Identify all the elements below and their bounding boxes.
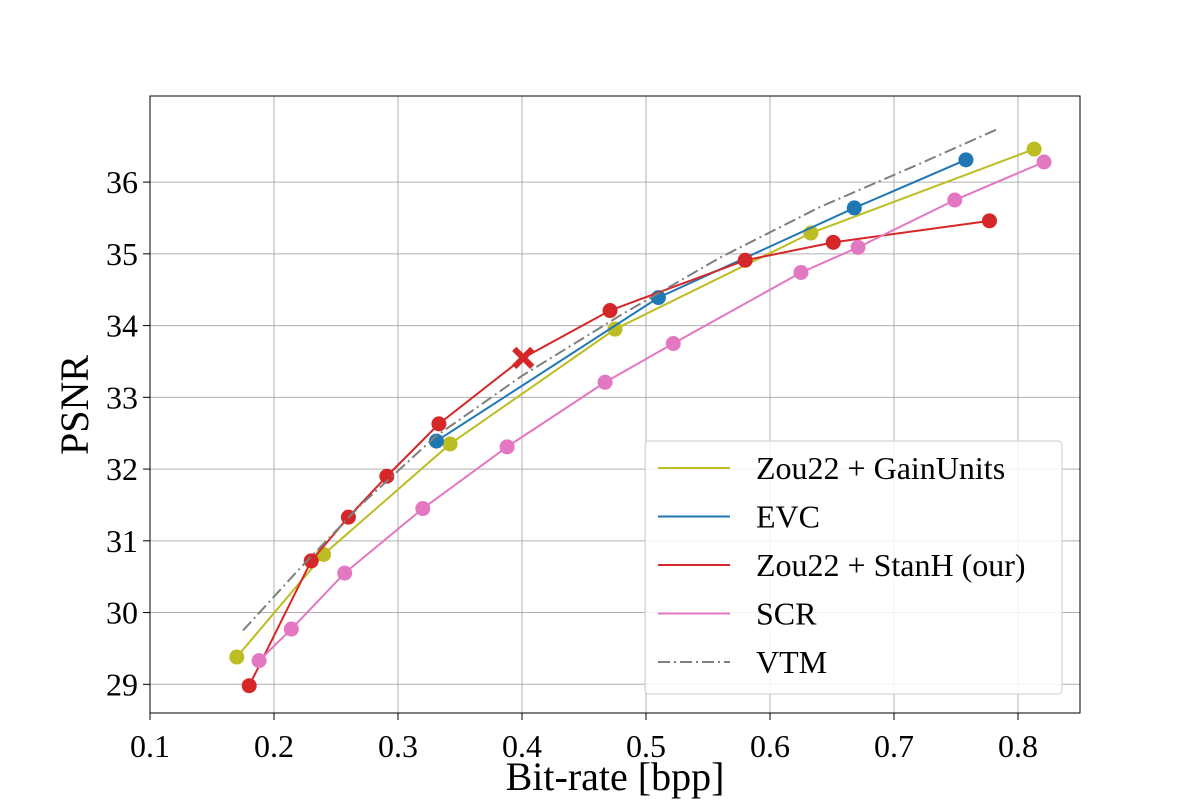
data-point xyxy=(229,649,245,665)
x-tick-label: 0.5 xyxy=(626,728,666,764)
data-point xyxy=(428,433,444,449)
y-tick-label: 34 xyxy=(106,308,138,344)
series-1 xyxy=(229,141,1042,665)
data-point xyxy=(607,321,623,337)
x-tick-label: 0.3 xyxy=(378,728,418,764)
data-point xyxy=(283,621,299,637)
data-point xyxy=(602,303,618,319)
series-3 xyxy=(241,213,997,694)
y-tick-label: 36 xyxy=(106,164,138,200)
data-point xyxy=(499,439,515,455)
plot-frame xyxy=(149,95,1081,714)
series-line xyxy=(242,127,1000,632)
y-tick-label: 33 xyxy=(106,379,138,415)
x-tick-label: 0.2 xyxy=(254,728,294,764)
data-point xyxy=(958,152,974,168)
data-point xyxy=(665,336,681,352)
data-point xyxy=(431,416,447,432)
legend-entry-label: VTM xyxy=(756,644,827,680)
series-5 xyxy=(242,127,1000,632)
legend-entry-label: Zou22 + StanH (our) xyxy=(756,547,1026,583)
y-tick-label: 29 xyxy=(106,666,138,702)
legend-entry-label: SCR xyxy=(756,596,817,632)
series-2 xyxy=(428,152,974,449)
data-point xyxy=(825,234,841,250)
series-layer xyxy=(229,127,1052,694)
highlight-x-marker xyxy=(512,346,535,369)
legend-box xyxy=(644,440,1063,695)
x-tick-label: 0.1 xyxy=(130,728,170,764)
legend-entry-label: Zou22 + GainUnits xyxy=(756,450,1005,486)
data-point xyxy=(737,252,753,268)
data-point xyxy=(850,239,866,255)
y-tick-label: 32 xyxy=(106,451,138,487)
y-axis-label: PSNR xyxy=(52,355,97,455)
series-4 xyxy=(251,154,1052,669)
y-tick-label: 35 xyxy=(106,236,138,272)
x-tick-label: 0.4 xyxy=(502,728,542,764)
data-point xyxy=(846,200,862,216)
legend: Zou22 + GainUnits EVC Zou22 + StanH (our) S… xyxy=(644,440,1063,695)
data-point xyxy=(241,678,257,694)
y-tick-label: 31 xyxy=(106,523,138,559)
data-point xyxy=(337,565,353,581)
data-point xyxy=(415,501,431,517)
series-line xyxy=(435,158,967,442)
x-tick-label: 0.8 xyxy=(998,728,1038,764)
x-axis-label: Bit-rate [bpp] xyxy=(506,754,725,799)
data-point xyxy=(793,264,809,280)
series-line xyxy=(236,148,1035,658)
data-point xyxy=(379,468,395,484)
data-point xyxy=(981,213,997,229)
data-point xyxy=(251,653,267,669)
data-point xyxy=(597,374,613,390)
data-point xyxy=(442,436,458,452)
data-point xyxy=(303,553,319,569)
legend-entry-label: EVC xyxy=(756,499,820,535)
data-point xyxy=(1036,154,1052,170)
ticks: 0.1 0.2 0.3 0.4 0.5 0.6 0.7 0.8 29 30 31 32 33 34 35 36 xyxy=(106,164,1038,764)
data-point xyxy=(947,192,963,208)
y-tick-label: 30 xyxy=(106,595,138,631)
x-tick-label: 0.7 xyxy=(874,728,914,764)
series-line xyxy=(248,219,990,687)
x-tick-label: 0.6 xyxy=(750,728,790,764)
data-point xyxy=(1026,141,1042,157)
